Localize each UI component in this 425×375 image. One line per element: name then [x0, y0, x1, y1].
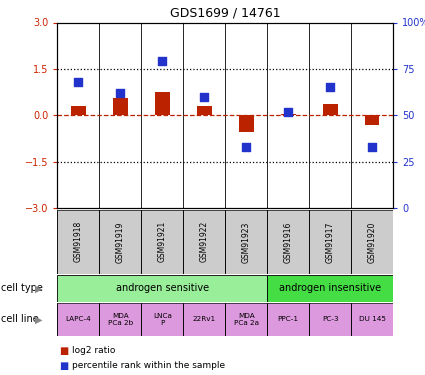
Point [117, 90, 124, 96]
Bar [239, 116, 254, 132]
Bar [155, 92, 170, 116]
Text: PC-3: PC-3 [322, 316, 338, 322]
Bar [225, 210, 267, 274]
Bar [99, 210, 141, 274]
Text: log2 ratio: log2 ratio [72, 346, 116, 355]
Bar [57, 303, 99, 336]
Text: 22Rv1: 22Rv1 [193, 316, 216, 322]
Text: cell type: cell type [1, 284, 43, 293]
Text: percentile rank within the sample: percentile rank within the sample [72, 361, 225, 370]
Text: GSM91919: GSM91919 [116, 221, 125, 262]
Text: cell line: cell line [1, 314, 39, 324]
Bar [113, 98, 128, 116]
Text: LNCa
P: LNCa P [153, 313, 172, 326]
Bar [225, 303, 267, 336]
Bar [267, 275, 393, 302]
Text: MDA
PCa 2b: MDA PCa 2b [108, 313, 133, 326]
Bar [309, 210, 351, 274]
Point [159, 58, 166, 64]
Bar [267, 210, 309, 274]
Text: PPC-1: PPC-1 [278, 316, 299, 322]
Bar [309, 303, 351, 336]
Bar [365, 116, 380, 124]
Bar [71, 106, 86, 116]
Bar [323, 105, 337, 116]
Bar [267, 303, 309, 336]
Bar [57, 275, 267, 302]
Bar [57, 210, 99, 274]
Text: LAPC-4: LAPC-4 [65, 316, 91, 322]
Bar [141, 210, 183, 274]
Bar [183, 303, 225, 336]
Point [75, 79, 82, 85]
Text: DU 145: DU 145 [359, 316, 385, 322]
Text: GSM91922: GSM91922 [200, 221, 209, 262]
Text: ■: ■ [60, 361, 69, 370]
Bar [351, 210, 393, 274]
Bar [197, 106, 212, 116]
Text: androgen sensitive: androgen sensitive [116, 284, 209, 293]
Text: GSM91923: GSM91923 [242, 221, 251, 262]
Text: ▶: ▶ [35, 314, 42, 324]
Text: GSM91916: GSM91916 [284, 221, 293, 262]
Text: GSM91920: GSM91920 [368, 221, 377, 262]
Bar [351, 303, 393, 336]
Text: GSM91921: GSM91921 [158, 221, 167, 262]
Bar [99, 303, 141, 336]
Point [369, 144, 376, 150]
Title: GDS1699 / 14761: GDS1699 / 14761 [170, 7, 280, 20]
Bar [141, 303, 183, 336]
Point [243, 144, 249, 150]
Point [327, 84, 334, 90]
Text: ▶: ▶ [35, 284, 42, 293]
Point [201, 94, 208, 100]
Text: androgen insensitive: androgen insensitive [279, 284, 381, 293]
Text: MDA
PCa 2a: MDA PCa 2a [234, 313, 259, 326]
Text: GSM91918: GSM91918 [74, 221, 83, 262]
Bar [281, 114, 295, 116]
Text: ■: ■ [60, 346, 69, 355]
Bar [183, 210, 225, 274]
Point [285, 109, 292, 115]
Text: GSM91917: GSM91917 [326, 221, 334, 262]
